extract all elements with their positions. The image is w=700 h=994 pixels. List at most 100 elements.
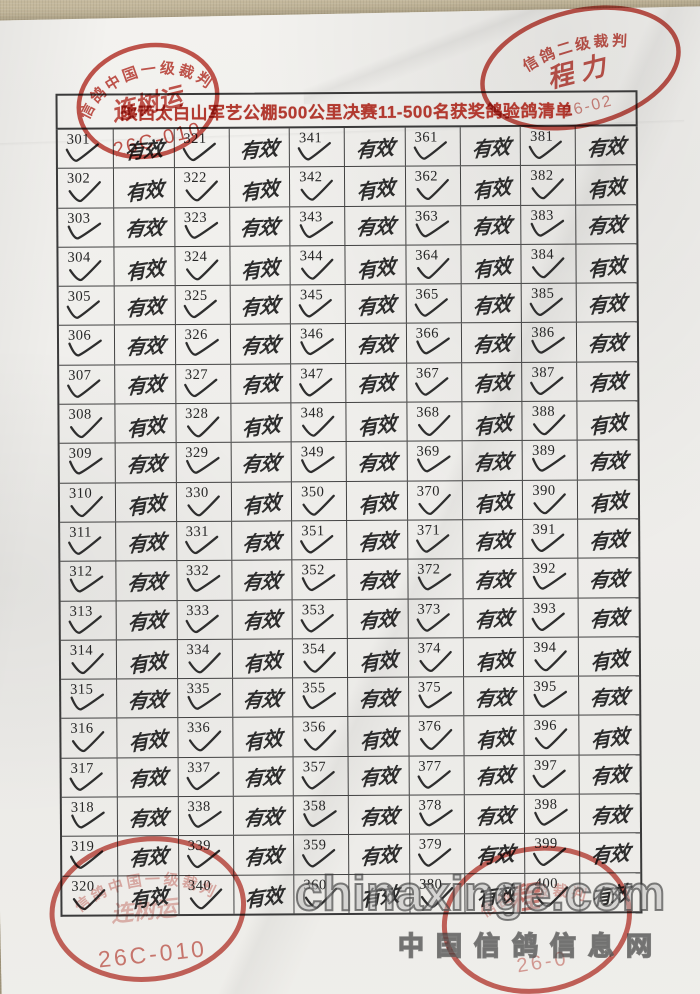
checkmark-icon xyxy=(69,457,103,475)
checkmark-icon xyxy=(532,455,566,473)
validity-mark: 有效 xyxy=(587,252,627,282)
validity-mark: 有效 xyxy=(471,252,511,283)
grid-cell-number: 324 xyxy=(174,246,230,286)
grid-cell-number: 334 xyxy=(176,639,232,679)
grid-cell-mark: 有效 xyxy=(229,246,290,285)
grid-cell-mark: 有效 xyxy=(113,325,175,365)
grid-cell-number: 353 xyxy=(291,599,348,639)
grid-cell-mark: 有效 xyxy=(345,402,407,442)
judge-stamp-bottom-right: 信鸽二级裁判 程 26-0 xyxy=(441,845,632,994)
grid-cell-mark: 有效 xyxy=(577,519,639,558)
grid-cell-number: 366 xyxy=(405,323,461,363)
grid-cell-number: 321 xyxy=(173,128,229,168)
table-row: 303 有效 323 有效 343 有效 363 有效 383 有效 xyxy=(58,203,637,247)
grid-cell-mark: 有效 xyxy=(230,442,292,482)
checkmark-icon xyxy=(415,534,450,553)
grid-cell-mark: 有效 xyxy=(113,246,175,286)
checkmark-icon xyxy=(71,731,105,753)
validity-mark: 有效 xyxy=(126,490,166,521)
validity-mark: 有效 xyxy=(473,802,516,830)
grid-cell-number: 333 xyxy=(176,600,232,639)
checkmark-icon xyxy=(416,179,449,201)
grid-cell-mark: 有效 xyxy=(345,363,407,403)
grid-cell-mark: 有效 xyxy=(459,205,521,245)
grid-cell-mark: 有效 xyxy=(577,558,639,598)
validity-mark: 有效 xyxy=(355,174,395,205)
validity-mark: 有效 xyxy=(355,291,396,320)
grid-cell-number: 350 xyxy=(291,481,347,521)
grid-cell-mark: 有效 xyxy=(459,166,521,205)
checkmark-icon xyxy=(300,338,335,356)
validity-mark: 有效 xyxy=(242,490,281,520)
grid-cell-number: 389 xyxy=(521,440,578,480)
grid-cell-mark: 有效 xyxy=(578,715,640,755)
grid-cell-mark: 有效 xyxy=(231,678,293,718)
checkmark-icon xyxy=(303,651,337,673)
checkmark-icon xyxy=(417,769,451,789)
checkmark-icon xyxy=(183,378,217,397)
grid-cell-number: 365 xyxy=(405,284,461,324)
table-row: 320 有效 340 有效 360 有效 380 有效 400 有效 xyxy=(62,871,641,915)
checkmark-icon xyxy=(413,141,447,160)
checkmark-icon xyxy=(416,337,450,355)
judge-stamp-top-left: 信鸽中国一级裁判 连树运 26C-010 xyxy=(67,42,221,161)
checkmark-icon xyxy=(414,298,448,317)
grid-cell-number: 331 xyxy=(175,521,231,561)
grid-cell-number: 305 xyxy=(59,287,114,326)
grid-cell-number: 311 xyxy=(60,522,115,561)
grid-cell-mark: 有效 xyxy=(115,561,177,600)
grid-cell-number: 346 xyxy=(290,324,346,364)
validity-mark: 有效 xyxy=(123,215,165,242)
grid-cell-mark: 有效 xyxy=(576,322,638,362)
grid-cell-mark: 有效 xyxy=(229,285,291,325)
grid-cell-mark: 有效 xyxy=(461,441,523,480)
grid-cell-number: 328 xyxy=(174,403,231,443)
validity-mark: 有效 xyxy=(471,174,511,204)
table-row: 309 有效 329 有效 349 有效 369 有效 389 有效 xyxy=(59,439,638,483)
grid-cell-number: 320 xyxy=(62,876,117,915)
validity-mark: 有效 xyxy=(586,290,627,319)
validity-mark: 有效 xyxy=(587,566,630,593)
grid-cell-mark: 有效 xyxy=(229,364,291,403)
validity-mark: 有效 xyxy=(356,567,399,594)
validity-mark: 有效 xyxy=(355,449,398,477)
checkmark-icon xyxy=(186,771,220,790)
checkmark-icon xyxy=(533,573,567,590)
grid-cell-mark: 有效 xyxy=(114,482,176,522)
grid-cell-number: 340 xyxy=(177,875,234,914)
grid-cell-number: 342 xyxy=(289,167,345,206)
checkmark-icon xyxy=(530,219,565,237)
grid-cell-number: 382 xyxy=(520,165,576,205)
grid-cell-number: 393 xyxy=(522,598,579,637)
grid-cell-mark: 有效 xyxy=(346,520,408,560)
checkmark-icon xyxy=(418,493,451,515)
table-row: 305 有效 325 有效 345 有效 365 有效 385 有效 xyxy=(58,282,637,326)
validity-mark: 有效 xyxy=(124,451,167,478)
grid-cell-number: 345 xyxy=(289,285,346,324)
validity-mark: 有效 xyxy=(469,213,512,240)
grid-cell-number: 383 xyxy=(520,205,576,244)
grid-cell-mark: 有效 xyxy=(229,403,291,443)
validity-mark: 有效 xyxy=(124,293,165,322)
grid-cell-number: 367 xyxy=(405,363,462,402)
checkmark-icon xyxy=(184,221,218,239)
validity-mark: 有效 xyxy=(125,371,165,400)
grid-cell-mark: 有效 xyxy=(229,324,291,364)
checkmark-icon xyxy=(68,340,102,357)
grid-cell-number: 341 xyxy=(288,128,345,167)
grid-cell-number: 332 xyxy=(175,560,232,600)
checkmark-icon xyxy=(535,728,568,750)
grid-cell-number: 400 xyxy=(524,873,580,912)
checkmark-icon xyxy=(531,337,566,355)
grid-cell-mark: 有效 xyxy=(346,481,407,520)
grid-cell-number: 361 xyxy=(404,127,460,166)
checkmark-icon xyxy=(301,456,335,474)
validity-mark: 有效 xyxy=(243,647,282,677)
grid-cell-number: 358 xyxy=(292,796,349,835)
checkmark-icon xyxy=(69,772,103,791)
checkmark-icon xyxy=(533,492,567,514)
grid-cell-number: 349 xyxy=(290,442,347,482)
grid-cell-mark: 有效 xyxy=(347,756,409,796)
grid-cell-number: 376 xyxy=(408,716,464,756)
